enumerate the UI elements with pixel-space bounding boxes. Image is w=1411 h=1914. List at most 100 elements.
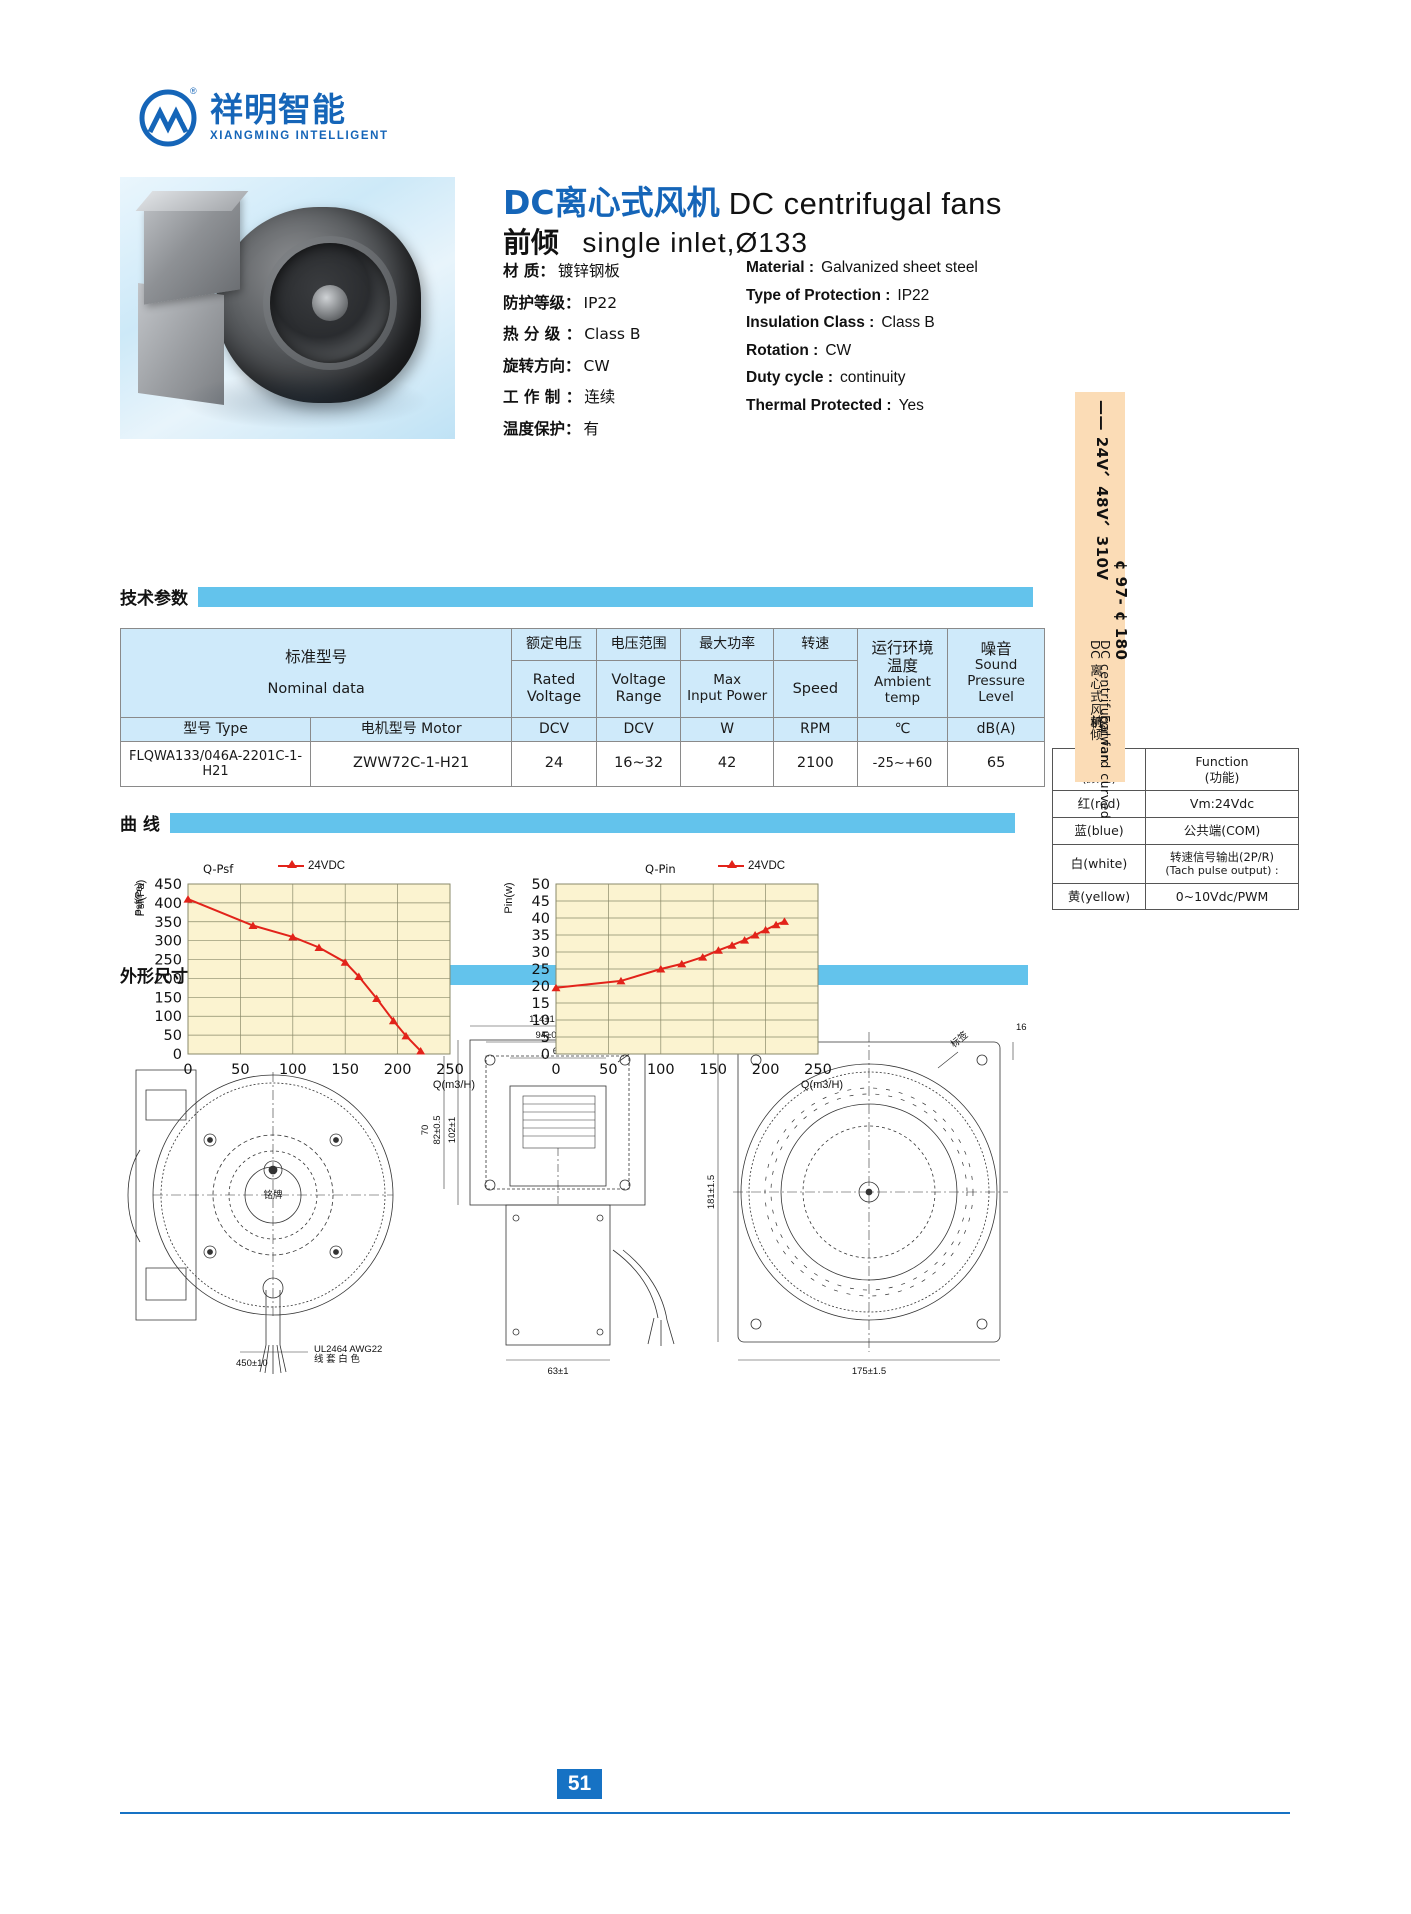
header-nominal-en: Nominal data — [267, 680, 365, 697]
svg-text:150: 150 — [331, 1062, 359, 1078]
svg-text:Pin(w): Pin(w) — [503, 882, 515, 913]
dim-nameplate: 铭牌 — [263, 1189, 283, 1201]
svg-text:5: 5 — [541, 1030, 550, 1046]
wire-colour-table: Colour (颜色) Function (功能) 红(red) Vm:24Vd… — [1052, 747, 1299, 911]
svg-text:100: 100 — [279, 1062, 307, 1078]
svg-text:0: 0 — [183, 1062, 192, 1078]
side-tab-noise: ¢ 97- ¢ 180 — [1112, 560, 1130, 661]
side-tab-en1: DC centrifugal fan — [1098, 640, 1113, 763]
spec-row: Type of Protection : IP22 — [746, 287, 978, 305]
cell-motor: ZWW72C-1-H21 — [310, 740, 513, 788]
chart-q-pin: Q-Pin 24VDC — [500, 860, 890, 972]
dimension-drawings: 114±1 94±0.5 63 4-Ø6 102±1 82±0.5 70 63±… — [127, 1014, 1027, 1377]
svg-text:150: 150 — [699, 1062, 727, 1078]
svg-text:Q(m3/H): Q(m3/H) — [433, 1079, 475, 1091]
cell-colour: 蓝(blue) — [1052, 816, 1146, 845]
svg-text:250: 250 — [154, 953, 182, 969]
cell-colour: 红(red) — [1052, 790, 1146, 818]
spec-key: Duty cycle : — [746, 369, 834, 386]
spec-list-cn: 材 质： 镀锌钢板 防护等级： IP22 热 分 级 ： Class B 旋转方向： C… — [503, 259, 641, 448]
header-speed-en: Speed — [772, 660, 858, 718]
spec-value: CW — [825, 341, 852, 359]
svg-text:0: 0 — [173, 1047, 182, 1063]
photo-shadow — [180, 373, 430, 429]
header-noise: 噪音 Sound Pressure Level — [947, 628, 1045, 718]
spec-value: 连续 — [584, 388, 616, 406]
svg-text:250: 250 — [804, 1062, 832, 1078]
dim-102: 102±1 — [447, 1117, 458, 1143]
spec-row: Rotation : CW — [746, 342, 978, 360]
cell-noise: 65 — [947, 740, 1045, 788]
spec-key: Material : — [746, 259, 815, 276]
dim-450: 450±10 — [236, 1358, 268, 1369]
svg-text:200: 200 — [752, 1062, 780, 1078]
spec-key: 温度保护： — [503, 419, 581, 438]
spec-value: Class B — [584, 325, 641, 343]
spec-value: Yes — [898, 396, 924, 414]
cell-max-power: 42 — [680, 740, 774, 788]
svg-text:Q(m3/H): Q(m3/H) — [801, 1079, 843, 1091]
spec-value: IP22 — [583, 293, 618, 312]
svg-text:50: 50 — [164, 1028, 182, 1044]
svg-text:50: 50 — [532, 878, 550, 893]
chart-legend: 24VDC — [278, 860, 345, 872]
chart-legend: 24VDC — [718, 860, 785, 872]
header-rated-voltage-en: Rated Voltage — [511, 660, 597, 718]
spec-value: IP22 — [897, 286, 930, 304]
spec-row: 热 分 级 ： Class B — [503, 322, 641, 344]
cell-type: FLQWA133/046A-2201C-1-H21 — [119, 740, 312, 788]
spec-row: Insulation Class : Class B — [746, 314, 978, 332]
spec-row: 温度保护：有 — [503, 417, 641, 439]
colour-table-row: 白(white) 转速信号输出(2P/R) (Tach pulse output… — [1052, 843, 1299, 884]
legend-line-icon — [278, 860, 304, 868]
cell-speed: 2100 — [772, 740, 858, 788]
dim-70: 70 — [420, 1125, 431, 1136]
side-tab — [1075, 392, 1125, 782]
dim-181: 181±1.5 — [706, 1175, 717, 1209]
header-noise-cn: 噪音 — [980, 639, 1012, 658]
brand-name-cn: 祥明智能 — [210, 90, 346, 130]
spec-row: 防护等级： IP22 — [503, 291, 641, 313]
colour-table-row: 黄(yellow) 0~10Vdc/PWM — [1052, 882, 1299, 911]
unit-noise: dB(A) — [947, 717, 1045, 742]
spec-key: Type of Protection : — [746, 286, 891, 304]
unit-speed: RPM — [772, 717, 858, 742]
dim-63-1: 63±1 — [547, 1366, 568, 1377]
chart-title: Q-Psf — [203, 862, 234, 876]
spec-value: Class B — [881, 314, 935, 331]
subheader-motor: 电机型号 Motor — [310, 717, 513, 742]
specification-table: 标准型号 Nominal data 额定电压 电压范围 最大功率 转速 运行环境… — [119, 627, 1045, 788]
spec-key: 防护等级： — [503, 293, 581, 312]
spec-key: 工 作 制 ： — [503, 388, 582, 406]
table-unit-row: 型号 Type 电机型号 Motor DCV DCV W RPM ℃ dB(A) — [119, 717, 1045, 742]
section-bar — [169, 812, 1015, 833]
cell-ambient-temp: -25~+60 — [856, 740, 949, 788]
svg-text:20: 20 — [532, 979, 550, 995]
dim-82: 82±0.5 — [432, 1116, 443, 1145]
header-function-en: Function — [1195, 754, 1249, 769]
svg-text:300: 300 — [154, 934, 182, 950]
logo-mark-icon: ® — [138, 86, 198, 148]
header-ambient-temp: 运行环境 温度 Ambient temp — [856, 628, 949, 718]
spec-row: 工 作 制 ：连续 — [503, 385, 641, 407]
page-title-cn: DC离心式风机 — [503, 183, 720, 222]
header-function-cn: (功能) — [1204, 769, 1240, 785]
dim-label: 标签 — [948, 1029, 971, 1051]
unit-ambient: ℃ — [856, 717, 949, 742]
spec-key: Thermal Protected : — [746, 396, 892, 414]
fan-outlet-top — [135, 191, 249, 211]
table-header-row: 标准型号 Nominal data 额定电压 电压范围 最大功率 转速 运行环境… — [119, 627, 1045, 718]
cell-function: 公共端(COM) — [1145, 816, 1299, 845]
svg-text:15: 15 — [532, 996, 550, 1012]
spec-value: CW — [583, 356, 610, 375]
cell-function: 0~10Vdc/PWM — [1145, 882, 1299, 911]
spec-key: 热 分 级 ： — [503, 325, 582, 343]
svg-text:30: 30 — [532, 945, 550, 961]
chart-title: Q-Pin — [645, 862, 676, 876]
svg-text:400: 400 — [154, 896, 182, 912]
svg-text:450: 450 — [154, 878, 182, 893]
svg-text:250: 250 — [436, 1062, 464, 1078]
page-number: 51 — [557, 1769, 602, 1799]
